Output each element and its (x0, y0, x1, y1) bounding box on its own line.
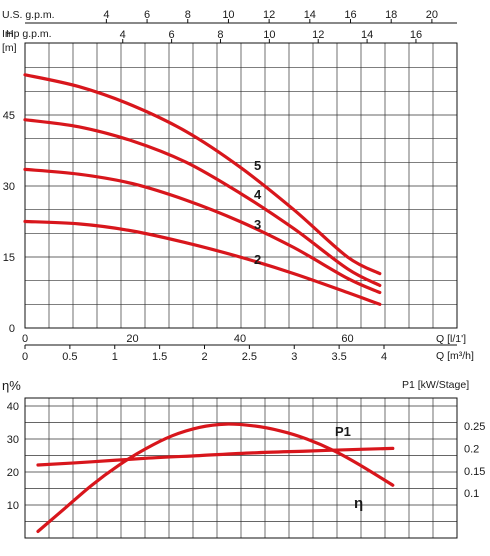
efficiency-grid (25, 398, 457, 538)
x-tick-label-m3h: 0.5 (62, 351, 77, 363)
x-tick-label-lmin: 60 (341, 333, 353, 345)
y-tick-label: 45 (3, 110, 15, 122)
head-curve-4 (23, 118, 382, 287)
power-curve-p1 (36, 446, 395, 467)
x-tick-label-usgpm: 14 (304, 9, 316, 21)
efficiency-curves (36, 422, 395, 533)
x-tick-label-m3h: 0 (22, 351, 28, 363)
x-tick-label-lmin: 0 (22, 333, 28, 345)
curve-label-4: 4 (254, 187, 262, 202)
x-tick-label-usgpm: 8 (185, 9, 191, 21)
x-tick-label-usgpm: 6 (144, 9, 150, 21)
x-tick-label-usgpm: 20 (426, 9, 438, 21)
x-tick-label-impgpm: 16 (410, 29, 422, 41)
eta-tick-label: 20 (7, 467, 19, 479)
curve-label-eta: η (354, 495, 363, 512)
efficiency-curve (36, 422, 395, 533)
x-tick-label-m3h: 3 (291, 351, 297, 363)
x-tick-label-lmin: 20 (126, 333, 138, 345)
x-tick-label-m3h: 3.5 (331, 351, 346, 363)
x-tick-label-impgpm: 10 (263, 29, 275, 41)
head-curve-5 (23, 73, 382, 276)
x-tick-label-m3h: 2.5 (242, 351, 257, 363)
efficiency-tick-labels: 10 20 30 40 0.1 0.15 0.2 0.25 (7, 401, 486, 512)
head-curve-2 (23, 219, 382, 306)
efficiency-plot-frame (24, 397, 458, 539)
top-axis-label-impgpm: Imp g.p.m. (2, 28, 52, 40)
x-tick-label-m3h: 4 (381, 351, 387, 363)
y-tick-label: 0 (9, 323, 15, 335)
curve-label-p1: P1 (335, 424, 351, 439)
p1-tick-label: 0.25 (464, 421, 485, 433)
x-tick-label-usgpm: 18 (385, 9, 397, 21)
y-axis-title-eta: η% (2, 378, 21, 393)
curve-label-2: 2 (254, 252, 261, 267)
x-tick-label-impgpm: 8 (217, 29, 223, 41)
head-curve-3 (23, 167, 382, 295)
head-plot-frame (24, 42, 458, 329)
y-axis-unit: [m] (2, 42, 17, 54)
x-tick-label-lmin: 40 (234, 333, 246, 345)
x-axis-label-lmin: Q [l/1'] (436, 333, 466, 345)
x-tick-label-impgpm: 4 (120, 29, 126, 41)
curve-label-3: 3 (254, 217, 261, 232)
y2-axis-title-p1: P1 [kW/Stage] (402, 379, 469, 391)
x-tick-label-m3h: 2 (201, 351, 207, 363)
curve-label-5: 5 (254, 158, 261, 173)
x-tick-label-usgpm: 16 (344, 9, 356, 21)
efficiency-power-chart: η% P1 [kW/Stage] 102030400.10.150.20.25 … (2, 378, 486, 539)
eta-tick-label: 10 (7, 500, 19, 512)
head-grid (25, 43, 457, 328)
x-axis-label-m3h: Q [m³/h] (436, 350, 474, 362)
x-tick-label-m3h: 1.5 (152, 351, 167, 363)
x-tick-label-m3h: 1 (112, 351, 118, 363)
head-curves (23, 73, 382, 306)
x-tick-label-impgpm: 6 (169, 29, 175, 41)
p1-tick-label: 0.2 (464, 443, 479, 455)
eta-tick-label: 30 (7, 434, 19, 446)
x-tick-label-usgpm: 12 (263, 9, 275, 21)
x-tick-label-usgpm: 10 (222, 9, 234, 21)
x-tick-label-impgpm: 14 (361, 29, 373, 41)
p1-tick-label: 0.15 (464, 466, 485, 478)
y-tick-label: 15 (3, 252, 15, 264)
top-axis-label-usgpm: U.S. g.p.m. (2, 9, 55, 21)
p1-tick-label: 0.1 (464, 488, 479, 500)
x-tick-label-impgpm: 12 (312, 29, 324, 41)
y-axis-title-h: H (6, 28, 14, 40)
x-tick-label-usgpm: 4 (103, 9, 109, 21)
y-tick-label: 30 (3, 181, 15, 193)
eta-tick-label: 40 (7, 401, 19, 413)
